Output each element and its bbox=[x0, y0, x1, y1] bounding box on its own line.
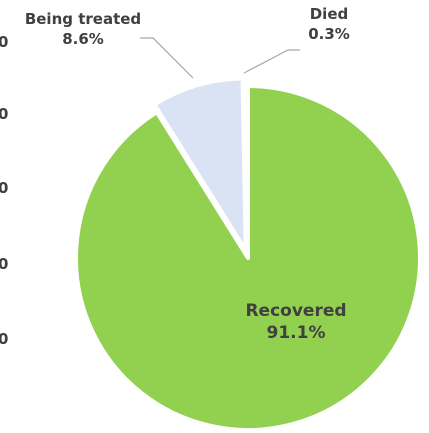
pie-slice-died bbox=[242, 76, 250, 252]
leader-line-died bbox=[243, 49, 300, 74]
slice-label-recovered: Recovered 91.1% bbox=[238, 300, 354, 344]
axis-tick-label: 0 bbox=[0, 105, 9, 123]
slice-name: Recovered bbox=[245, 301, 347, 321]
slice-name: Being treated bbox=[24, 10, 142, 28]
axis-tick-label: 0 bbox=[0, 330, 9, 348]
leader-line-being-treated bbox=[140, 37, 194, 79]
pie-slice-recovered bbox=[74, 84, 422, 432]
slice-percent: 91.1% bbox=[266, 323, 326, 343]
partial-left-axis: 0 0 0 0 0 bbox=[0, 0, 10, 433]
axis-tick-label: 0 bbox=[0, 255, 9, 273]
axis-tick-label: 0 bbox=[0, 33, 9, 51]
slice-label-died: Died 0.3% bbox=[298, 4, 360, 44]
slice-percent: 8.6% bbox=[62, 30, 104, 48]
slice-percent: 0.3% bbox=[308, 25, 350, 43]
axis-tick-label: 0 bbox=[0, 179, 9, 197]
pie-slice-being-treated bbox=[152, 76, 248, 253]
slice-name: Died bbox=[309, 5, 349, 23]
slice-label-being-treated: Being treated 8.6% bbox=[20, 9, 146, 49]
